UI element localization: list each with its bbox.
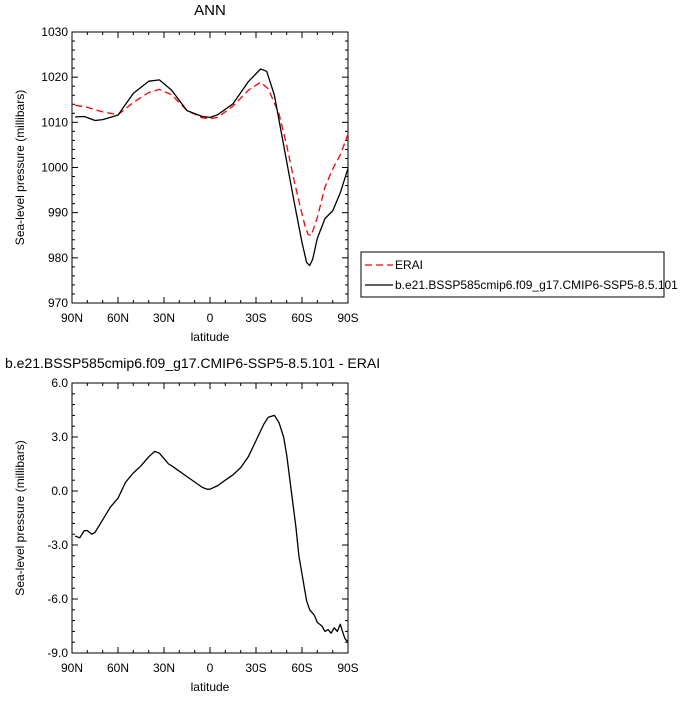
x-tick-label: 30S <box>245 311 266 325</box>
chart-panel-1: ANN 90N 60N 30N 0 30S 60S 90S 970 980 990 1000 1010 1… <box>13 2 678 344</box>
chart-title: ANN <box>194 2 226 19</box>
y-axis-label: Sea-level pressure (millibars) <box>13 90 27 245</box>
y-tick-label: 3.0 <box>51 430 68 444</box>
x-tick-label: 90S <box>337 661 358 675</box>
legend-box <box>360 251 665 298</box>
y-tick-label: 0.0 <box>51 484 68 498</box>
y-tick-label: 970 <box>48 296 68 310</box>
x-tick-label: 0 <box>207 661 214 675</box>
y-tick-label: 1020 <box>41 70 68 84</box>
y-tick-label: 6.0 <box>51 376 68 390</box>
plot-frame <box>71 382 349 654</box>
x-tick-label: 90S <box>337 311 358 325</box>
x-tick-label: 60S <box>291 311 312 325</box>
y-tick-label: -9.0 <box>47 646 68 660</box>
series-line-2 <box>75 68 349 267</box>
x-tick-label: 90N <box>61 311 83 325</box>
y-axis-label: Sea-level pressure (millibars) <box>13 440 27 595</box>
legend-label-1: ERAI <box>395 258 423 272</box>
series-line-1 <box>74 414 349 643</box>
x-tick-label: 30N <box>153 311 175 325</box>
x-tick-label: 30N <box>153 661 175 675</box>
chart-title: b.e21.BSSP585cmip6.f09_g17.CMIP6-SSP5-8.… <box>5 355 380 371</box>
x-tick-label: 90N <box>61 661 83 675</box>
series-line-1 <box>74 81 349 237</box>
y-tick-label: 990 <box>48 206 68 220</box>
x-tick-label: 60N <box>107 311 129 325</box>
y-tick-label: -3.0 <box>47 538 68 552</box>
chart-panel-2: b.e21.BSSP585cmip6.f09_g17.CMIP6-SSP5-8.… <box>5 355 380 694</box>
legend-label-2: b.e21.BSSP585cmip6.f09_g17.CMIP6-SSP5-8.… <box>395 278 678 292</box>
x-tick-label: 60N <box>107 661 129 675</box>
y-tick-label: 980 <box>48 251 68 265</box>
y-tick-label: -6.0 <box>47 592 68 606</box>
x-axis-label: latitude <box>191 330 230 344</box>
y-tick-label: 1000 <box>41 161 68 175</box>
x-tick-label: 60S <box>291 661 312 675</box>
y-tick-label: 1030 <box>41 25 68 39</box>
x-tick-label: 0 <box>207 311 214 325</box>
y-tick-label: 1010 <box>41 115 68 129</box>
x-axis-label: latitude <box>191 680 230 694</box>
legend: ERAI b.e21.BSSP585cmip6.f09_g17.CMIP6-SSP… <box>360 251 678 298</box>
x-tick-label: 30S <box>245 661 266 675</box>
